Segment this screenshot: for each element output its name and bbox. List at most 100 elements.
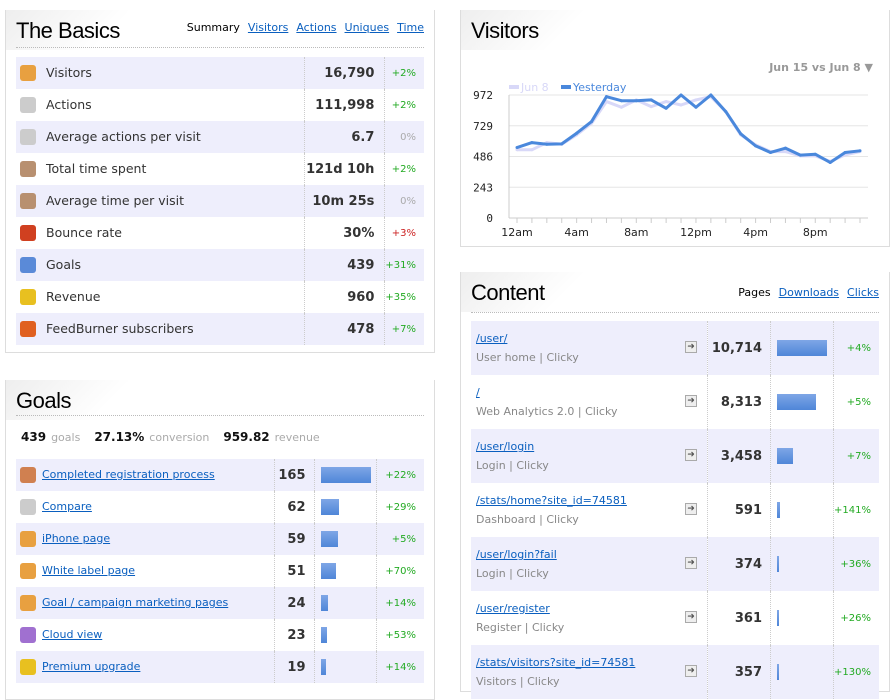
goal-change: +14%: [375, 651, 424, 683]
external-link-icon[interactable]: ➜: [685, 665, 698, 677]
external-link-icon[interactable]: ➜: [685, 557, 698, 569]
metric-label: Average time per visit: [46, 192, 185, 208]
basics-tabs: Summary Visitors Actions Uniques Time: [181, 21, 424, 34]
table-row[interactable]: Goal / campaign marketing pages 24 +14%: [16, 587, 424, 619]
goal-link[interactable]: Cloud view: [42, 628, 103, 641]
page-bar: [777, 448, 794, 464]
goal-bar: [320, 531, 339, 547]
data-point: [530, 148, 534, 152]
goal-link[interactable]: Premium upgrade: [42, 660, 141, 673]
tab-clicks[interactable]: Clicks: [847, 286, 879, 299]
table-row[interactable]: /stats/home?site_id=74581 Dashboard | Cli…: [471, 483, 879, 537]
table-row[interactable]: / Web Analytics 2.0 | Clicky ➜ 8,313 +5%: [471, 375, 879, 429]
goal-link[interactable]: Completed registration process: [42, 468, 215, 481]
table-row[interactable]: Total time spent 121d 10h +2%: [16, 153, 424, 185]
page-views: 374: [707, 537, 771, 591]
goal-bar: [320, 563, 336, 579]
goal-count: 165: [273, 459, 314, 491]
page-path-link[interactable]: /user/login?fail: [476, 548, 557, 561]
table-row[interactable]: /user/register Register | Clicky ➜ 361 +26%: [471, 591, 879, 645]
table-row[interactable]: Goals 439 +31%: [16, 249, 424, 281]
table-row[interactable]: iPhone page 59 +5%: [16, 523, 424, 555]
goal-link[interactable]: iPhone page: [42, 532, 111, 545]
goal-change: +53%: [375, 619, 424, 651]
tab-visitors[interactable]: Visitors: [247, 21, 289, 34]
table-row[interactable]: /user/User home | Clicky ➜ 10,714 +4%: [471, 321, 879, 375]
goal-cell: Premium upgrade: [16, 651, 274, 683]
tab-time[interactable]: Time: [397, 21, 424, 34]
data-point: [575, 131, 579, 135]
page-path-link[interactable]: /: [476, 386, 480, 399]
data-point: [709, 93, 713, 97]
goal-bar: [320, 595, 328, 611]
metric-change: 0%: [384, 185, 424, 217]
table-row[interactable]: /user/login Login | Clicky ➜ 3,458 +7%: [471, 429, 879, 483]
goal-count: 24: [273, 587, 314, 619]
table-row[interactable]: Compare 62 +29%: [16, 491, 424, 523]
table-row[interactable]: Premium upgrade 19 +14%: [16, 651, 424, 683]
table-row[interactable]: Actions 111,998 +2%: [16, 89, 424, 121]
metric-label: Bounce rate: [46, 224, 122, 240]
table-row[interactable]: Revenue 960 +35%: [16, 281, 424, 313]
table-row[interactable]: Cloud view 23 +53%: [16, 619, 424, 651]
table-row[interactable]: Average actions per visit 6.7 0%: [16, 121, 424, 153]
external-link-icon[interactable]: ➜: [685, 395, 698, 407]
external-link-icon[interactable]: ➜: [685, 449, 698, 461]
external-link-icon[interactable]: ➜: [685, 503, 698, 515]
table-row[interactable]: White label page 51 +70%: [16, 555, 424, 587]
table-row[interactable]: Completed registration process 165 +22%: [16, 459, 424, 491]
table-row[interactable]: FeedBurner subscribers 478 +7%: [16, 313, 424, 345]
data-point: [590, 120, 594, 124]
page-title: Login | Clicky: [476, 459, 549, 472]
page-title: Login | Clicky: [476, 567, 549, 580]
summary-label: revenue: [274, 431, 320, 444]
goal-link[interactable]: Compare: [42, 500, 92, 513]
mouse-icon: [20, 97, 36, 114]
bar-cell: [770, 321, 834, 375]
metric-cell: FeedBurner subscribers: [16, 313, 305, 345]
date-range-dropdown[interactable]: Jun 15 vs Jun 8 ▼: [769, 61, 873, 74]
page-path-link[interactable]: /user/login: [476, 440, 535, 453]
mouse-icon: [20, 129, 36, 146]
summary-value: 439: [21, 430, 47, 444]
table-row[interactable]: Visitors 16,790 +2%: [16, 57, 424, 89]
page-bar: [777, 502, 780, 518]
bar-cell: [770, 537, 834, 591]
page-path-link[interactable]: /stats/visitors?site_id=74581: [476, 656, 636, 669]
goal-link[interactable]: White label page: [42, 564, 136, 577]
y-tick-label: 0: [486, 212, 493, 225]
basics-panel: The Basics Summary Visitors Actions Uniques…: [5, 10, 435, 353]
data-point: [530, 141, 534, 145]
goal-change: +5%: [375, 523, 424, 555]
legend-label[interactable]: Yesterday: [572, 81, 627, 94]
page-bar: [777, 610, 780, 626]
summary-value: 959.82: [223, 430, 270, 444]
table-row[interactable]: /user/login?fail Login | Clicky ➜ 374 +36%: [471, 537, 879, 591]
tab-uniques[interactable]: Uniques: [344, 21, 390, 34]
table-row[interactable]: Average time per visit 10m 25s 0%: [16, 185, 424, 217]
table-row[interactable]: /stats/visitors?site_id=74581 Visitors | …: [471, 645, 879, 699]
legend-label[interactable]: Jun 8: [520, 81, 549, 94]
table-row[interactable]: Bounce rate 30% +3%: [16, 217, 424, 249]
external-link-icon[interactable]: ➜: [685, 341, 698, 353]
tab-pages[interactable]: Pages: [738, 286, 771, 299]
page-path-link[interactable]: /user/: [476, 332, 508, 345]
bounce-icon: [20, 225, 36, 242]
tab-downloads[interactable]: Downloads: [778, 286, 840, 299]
data-point: [783, 150, 787, 154]
tab-actions[interactable]: Actions: [296, 21, 337, 34]
page-path-link[interactable]: /stats/home?site_id=74581: [476, 494, 627, 507]
page-views: 10,714: [707, 321, 771, 375]
coins-icon: [20, 289, 36, 306]
page-title: User home | Clicky: [476, 351, 579, 364]
goal-link[interactable]: Goal / campaign marketing pages: [42, 596, 229, 609]
panel-title: The Basics: [16, 18, 120, 43]
external-link-icon[interactable]: ➜: [685, 611, 698, 623]
panel-title: Visitors: [471, 18, 539, 43]
tab-summary[interactable]: Summary: [186, 21, 240, 34]
bar-cell: [770, 591, 834, 645]
y-tick-label: 243: [473, 181, 493, 194]
page-path-link[interactable]: /user/register: [476, 602, 550, 615]
x-tick-label: 12am: [501, 226, 532, 239]
flag-icon: [20, 531, 36, 547]
